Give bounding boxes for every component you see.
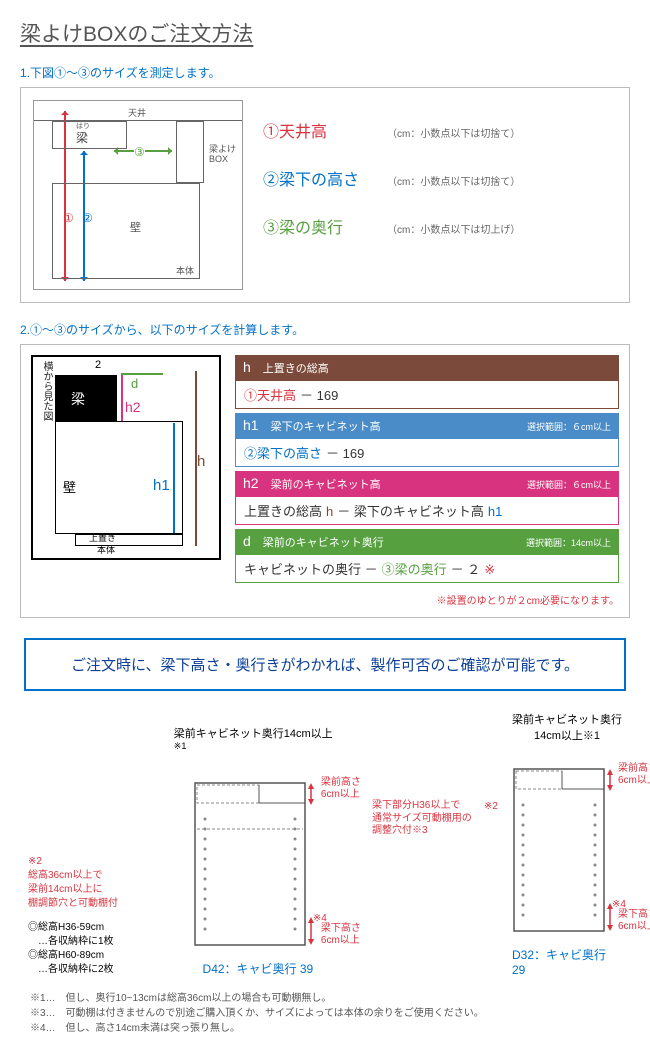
footnote: ※4… 但し、高さ14cm未満は突っ張り無し。 — [30, 1021, 620, 1036]
beam-label: 梁 — [76, 129, 88, 146]
measure-row: ②梁下の高さ（cm：小数点以下は切捨て） — [263, 166, 617, 190]
box-label: 梁よけ BOX — [209, 145, 236, 165]
h2-label: h2 — [125, 399, 141, 415]
d42-under-h: 梁下高さ 6cm以上 — [321, 923, 361, 946]
step1-label: 1.下図①～③のサイズを測定します。 — [20, 64, 630, 81]
cabinet-d42-diagram — [193, 759, 323, 949]
d32-sup4: ※4 — [612, 899, 626, 911]
notice-text: ご注文時に、梁下高さ・奥行きがわかれば、製作可否のご確認が可能です。 — [71, 657, 579, 674]
calc-block: h1梁下のキャビネット高選択範囲：６cm以上②梁下の高さ － 169 — [235, 413, 619, 467]
d32-beam-h: 梁前高さ 6cm以上 — [618, 763, 650, 786]
d42-caption: D42：キャビ奥行 39 — [203, 960, 314, 977]
measure-row: ①天井高（cm：小数点以下は切捨て） — [263, 118, 617, 142]
top-2: 2 — [95, 359, 101, 371]
d32-sup2: ※2 — [484, 801, 498, 813]
step2-calcs: h上置きの総高①天井高 － 169h1梁下のキャビネット高選択範囲：６cm以上②… — [235, 355, 619, 607]
asterisk-note: ※設置のゆとりが２cm必要になります。 — [235, 592, 619, 607]
footnote: ※1… 但し、奥行10~13cmは総高36cm以上の場合も可動棚無し。 — [30, 991, 620, 1006]
calc-block: h2梁前のキャビネット高選択範囲：６cm以上上置きの総高 h － 梁下のキャビネ… — [235, 471, 619, 525]
d32-top-label: 梁前キャビネット奥行 14cm以上※1 — [512, 711, 622, 743]
wall-label: 壁 — [130, 219, 141, 235]
step1-measures: ①天井高（cm：小数点以下は切捨て） ②梁下の高さ（cm：小数点以下は切捨て） ③梁… — [263, 100, 617, 290]
middle-note: 梁下部分H36以上で 通常サイズ可動棚用の 調整穴付※3 — [372, 800, 482, 838]
notice-box: ご注文時に、梁下高さ・奥行きがわかれば、製作可否のご確認が可能です。 — [24, 638, 626, 691]
body-label: 本体 — [176, 264, 194, 277]
cabinets-section: ※2 総高36cm以上で 梁前14cm以上に 棚調節穴と可動棚付 ◎総高H36-… — [20, 711, 630, 977]
d32-under-h: 梁下高さ 6cm以上 — [618, 909, 650, 932]
page-title: 梁よけBOXのご注文方法 — [20, 18, 630, 48]
note-l3: ◎総高H36-59cm …各収納枠に1枚 ◎総高H60-89cm …各収納枠に2… — [28, 921, 144, 977]
step2-diagram: 横から見た図 2 梁 d h2 h h1 壁 上置き 本体 — [31, 355, 221, 560]
note-l2: 総高36cm以上で 梁前14cm以上に 棚調節穴と可動棚付 — [28, 869, 144, 911]
cabinet-d32-diagram — [512, 745, 622, 935]
footnote: ※3… 可動棚は付きませんので別途ご購入頂くか、サイズによっては本体の余りをご使… — [30, 1006, 620, 1021]
d-label: d — [131, 376, 138, 391]
num2: ② — [82, 211, 93, 225]
d42-sup4: ※4 — [313, 913, 327, 925]
cabinet-d32: 梁前キャビネット奥行 14cm以上※1 — [512, 711, 622, 977]
d32-caption: D32：キャビ奥行 29 — [512, 946, 622, 977]
side-view-label: 横から見た図 — [37, 361, 51, 421]
calc-block: d梁前のキャビネット奥行選択範囲：14cm以上キャビネットの奥行 － ③梁の奥行… — [235, 529, 619, 583]
calc-block: h上置きの総高①天井高 － 169 — [235, 355, 619, 409]
footnotes: ※1… 但し、奥行10~13cmは総高36cm以上の場合も可動棚無し。※3… 可… — [20, 991, 630, 1036]
note-star2: ※2 — [28, 855, 144, 869]
ceiling-label: 天井 — [128, 106, 146, 119]
num1: ① — [63, 211, 74, 225]
num3: ③ — [134, 145, 145, 159]
step2-label: 2.①～③のサイズから、以下のサイズを計算します。 — [20, 321, 630, 338]
measure-row: ③梁の奥行（cm：小数点以下は切上げ） — [263, 214, 617, 238]
step1-diagram: 天井 はり 梁 梁よけ BOX 壁 本体 ① ② ③ — [33, 100, 243, 290]
d2-beam-label: 梁 — [71, 389, 85, 409]
d2-body-label: 本体 — [97, 543, 115, 556]
h-label: h — [197, 453, 205, 470]
d42-beam-h: 梁前高さ 6cm以上 — [321, 777, 361, 800]
d42-top-label: 梁前キャビネット奥行14cm以上※1 — [174, 725, 342, 757]
left-notes: ※2 総高36cm以上で 梁前14cm以上に 棚調節穴と可動棚付 ◎総高H36-… — [28, 795, 144, 977]
d2-wall-label: 壁 — [63, 477, 76, 496]
step1-box: 天井 はり 梁 梁よけ BOX 壁 本体 ① ② ③ ①天井高（cm：小数点以下… — [20, 87, 630, 303]
step2-box: 横から見た図 2 梁 d h2 h h1 壁 上置き 本体 h上置きの総高①天井… — [20, 344, 630, 618]
cabinet-d42: 梁前キャビネット奥行14cm以上※1 — [174, 725, 342, 977]
